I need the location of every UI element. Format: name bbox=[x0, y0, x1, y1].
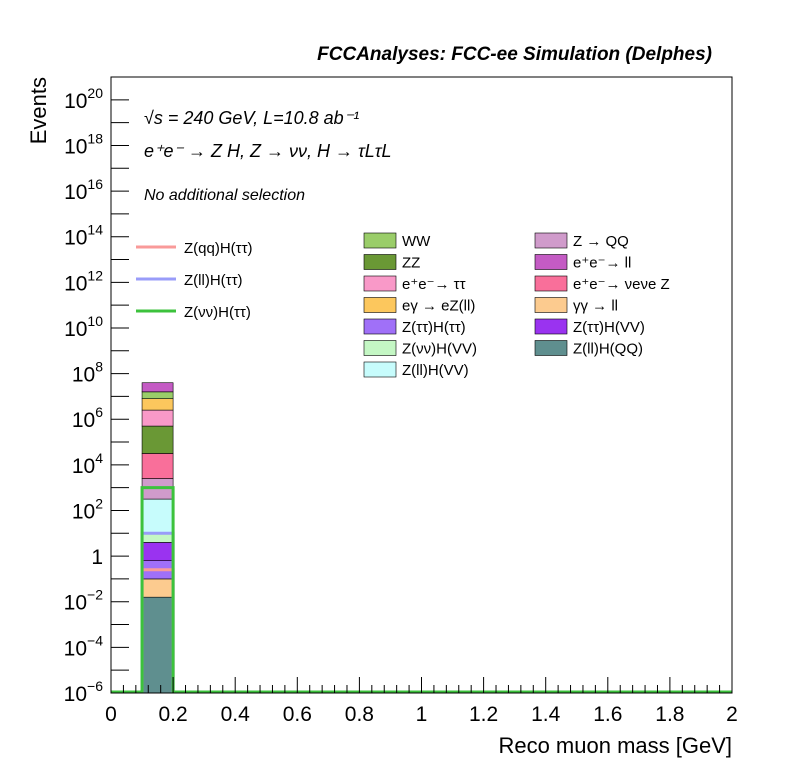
legend-swatch-8 bbox=[363, 318, 397, 335]
stack-bar-8 bbox=[141, 425, 174, 454]
legend-signal-label-2: Z(νν)H(ττ) bbox=[184, 304, 251, 321]
selection-annotation: No additional selection bbox=[144, 187, 305, 204]
y-tick-label-4: 102 bbox=[72, 495, 103, 523]
legend-label-0: WW bbox=[402, 233, 431, 250]
legend-swatch-3 bbox=[534, 254, 568, 270]
legend-swatch-0 bbox=[363, 232, 397, 249]
legend-label-6: eγ → eZ(ll) bbox=[402, 298, 475, 315]
legend-label-7: γγ → ll bbox=[573, 298, 618, 315]
y-tick-label-5: 104 bbox=[72, 450, 103, 478]
x-tick-label-9: 1.8 bbox=[655, 703, 684, 726]
x-ticks: 0 0.2 0.4 0.6 0.8 1 1.2 1.4 1.6 1.8 2 bbox=[105, 677, 738, 726]
legend-swatch-1 bbox=[534, 232, 568, 249]
y-tick-label-2: 10−2 bbox=[64, 587, 104, 615]
legend: Z(qq)H(ττ) Z(ll)H(ττ) Z(νν)H(ττ) WW Z → QQ ZZ… bbox=[136, 232, 670, 379]
y-axis-title: Events bbox=[26, 77, 51, 144]
chart-title: FCCAnalyses: FCC-ee Simulation (Delphes) bbox=[317, 44, 712, 65]
legend-signal-label-1: Z(ll)H(ττ) bbox=[184, 272, 243, 289]
x-tick-label-10: 2 bbox=[726, 703, 738, 726]
stack-bar-0 bbox=[141, 596, 174, 694]
y-ticks: 10−6 10−4 10−2 1 102 104 106 108 1010 1012 1014 101… bbox=[64, 76, 129, 706]
legend-swatch-7 bbox=[534, 297, 568, 313]
process-annotation: e⁺e⁻ → Z H, Z → νν, H → τLτL bbox=[144, 141, 392, 161]
legend-swatch-5 bbox=[534, 275, 568, 292]
y-tick-label-0: 10−6 bbox=[64, 678, 104, 706]
legend-label-9: Z(ττ)H(VV) bbox=[573, 319, 645, 336]
y-tick-label-10: 1014 bbox=[64, 222, 103, 250]
x-tick-label-5: 1 bbox=[416, 703, 428, 726]
legend-swatch-6 bbox=[363, 297, 397, 313]
legend-swatch-10 bbox=[363, 340, 397, 356]
legend-label-1: Z → QQ bbox=[573, 233, 629, 250]
x-tick-label-1: 0.2 bbox=[158, 703, 187, 726]
x-tick-label-4: 0.8 bbox=[345, 703, 374, 726]
stack-bar-10 bbox=[141, 398, 174, 411]
stack-bar-5 bbox=[141, 498, 174, 534]
legend-label-10: Z(νν)H(VV) bbox=[402, 341, 477, 358]
y-tick-label-8: 1010 bbox=[64, 313, 103, 341]
stack-bar-3 bbox=[141, 542, 174, 561]
legend-signal-label-0: Z(qq)H(ττ) bbox=[184, 240, 253, 257]
y-tick-label-9: 1012 bbox=[64, 267, 103, 295]
legend-label-11: Z(ll)H(QQ) bbox=[573, 341, 643, 358]
plot-frame bbox=[110, 76, 733, 694]
x-tick-label-2: 0.4 bbox=[221, 703, 251, 726]
y-tick-label-13: 1020 bbox=[64, 85, 103, 113]
y-tick-label-6: 106 bbox=[72, 404, 103, 432]
signal-line-2 bbox=[111, 486, 732, 694]
legend-label-8: Z(ττ)H(ττ) bbox=[402, 319, 466, 336]
legend-swatch-4 bbox=[363, 275, 397, 292]
x-tick-label-6: 1.2 bbox=[469, 703, 498, 726]
stack-bar-12 bbox=[141, 382, 174, 393]
stack-bar-7 bbox=[141, 453, 174, 479]
legend-label-3: e⁺e⁻→ ll bbox=[573, 255, 631, 272]
legend-label-5: e⁺e⁻→ νeνe Z bbox=[573, 276, 670, 293]
legend-swatch-2 bbox=[363, 254, 397, 270]
stacked-bars bbox=[141, 382, 174, 694]
y-tick-label-1: 10−4 bbox=[64, 632, 104, 660]
legend-label-12: Z(ll)H(VV) bbox=[402, 362, 469, 379]
legend-swatch-12 bbox=[363, 361, 397, 378]
stack-bar-1 bbox=[141, 578, 174, 598]
x-tick-label-8: 1.6 bbox=[593, 703, 622, 726]
y-tick-label-12: 1018 bbox=[64, 130, 103, 158]
plot-border bbox=[110, 76, 733, 694]
y-tick-label-11: 1016 bbox=[64, 176, 103, 204]
x-axis-title: Reco muon mass [GeV] bbox=[498, 733, 732, 758]
legend-label-2: ZZ bbox=[402, 255, 420, 272]
legend-label-4: e⁺e⁻→ ττ bbox=[402, 276, 466, 293]
y-tick-label-7: 108 bbox=[72, 359, 103, 387]
stack-bar-9 bbox=[141, 409, 174, 427]
x-tick-label-3: 0.6 bbox=[283, 703, 312, 726]
signal-lines bbox=[111, 486, 732, 694]
legend-swatch-11 bbox=[534, 340, 568, 356]
legend-swatch-9 bbox=[534, 318, 568, 335]
stack-bar-11 bbox=[141, 391, 174, 399]
x-tick-label-7: 1.4 bbox=[531, 703, 561, 726]
y-tick-label-3: 1 bbox=[91, 546, 103, 569]
x-tick-label-0: 0 bbox=[105, 703, 117, 726]
energy-lumi-annotation: √s = 240 GeV, L=10.8 ab⁻¹ bbox=[144, 108, 359, 128]
